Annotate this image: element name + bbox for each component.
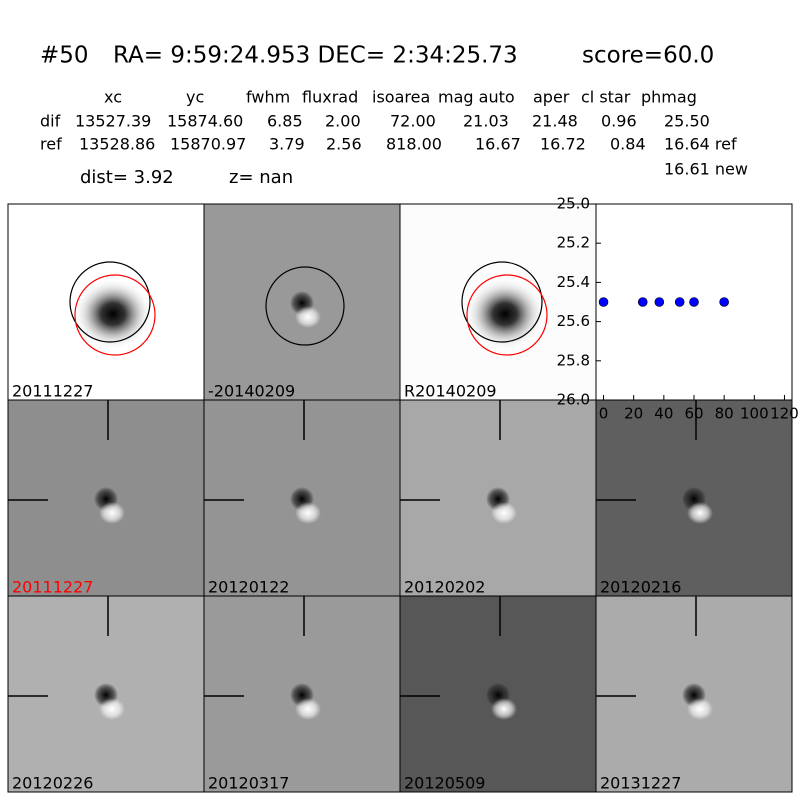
- column-header: mag auto: [438, 88, 515, 107]
- panel-label: 20120226: [12, 774, 93, 793]
- table-cell: 21.03: [463, 112, 509, 131]
- column-header: yc: [186, 88, 204, 107]
- table-cell: 0.84: [610, 135, 646, 154]
- panel-label: 20111227: [12, 382, 93, 401]
- table-cell: ref: [40, 135, 62, 154]
- residual-light: [99, 698, 125, 720]
- table-cell: 0.96: [601, 112, 637, 131]
- x-tick-label: 40: [654, 405, 673, 423]
- aperture-ref: [466, 274, 548, 356]
- column-header: isoarea: [372, 88, 430, 107]
- column-header: aper: [533, 88, 570, 107]
- x-tick-label: 100: [740, 405, 769, 423]
- point: [654, 297, 665, 307]
- distance: dist= 3.92: [80, 167, 174, 188]
- residual-light: [295, 502, 321, 524]
- table-cell: 16.72: [540, 135, 586, 154]
- x-tick-label: 0: [599, 405, 609, 423]
- y-tick-label: 25.4: [557, 273, 590, 291]
- column-header: phmag: [641, 88, 697, 107]
- column-header: fwhm: [246, 88, 290, 107]
- x-tick-label: 20: [624, 405, 643, 423]
- aperture: [461, 261, 543, 343]
- panel-label: 20131227: [600, 774, 681, 793]
- panel-label: 20120122: [208, 578, 289, 597]
- source: [73, 278, 153, 350]
- y-tick-label: 25.2: [557, 234, 590, 252]
- residual-light: [295, 306, 321, 328]
- residual-light: [491, 698, 517, 720]
- panel-label: 20111227: [12, 578, 93, 597]
- aperture-ref: [74, 274, 156, 356]
- table-cell: dif: [40, 112, 61, 131]
- panel-label: 20120317: [208, 774, 289, 793]
- panel-label: 20120509: [404, 774, 485, 793]
- source: [465, 278, 545, 350]
- panel-label: R20140209: [404, 382, 497, 401]
- table-cell: 21.48: [532, 112, 578, 131]
- redshift: z= nan: [229, 167, 293, 188]
- point: [719, 297, 729, 307]
- x-tick-label: 120: [770, 405, 799, 423]
- candidate-id: #50: [40, 43, 89, 69]
- point: [598, 297, 609, 307]
- table-cell: 3.79: [269, 135, 305, 154]
- aperture: [69, 261, 151, 343]
- y-tick-label: 26.0: [557, 391, 590, 409]
- table-cell: 13527.39: [75, 112, 151, 131]
- point: [689, 297, 699, 307]
- table-cell: 16.67: [475, 135, 521, 154]
- coordinates: RA= 9:59:24.953 DEC= 2:34:25.73: [113, 43, 518, 69]
- table-cell: 25.50: [664, 112, 710, 131]
- residual-light: [295, 698, 321, 720]
- column-header: cl star: [581, 88, 631, 107]
- table-cell: 6.85: [267, 112, 303, 131]
- table-cell: 818.00: [386, 135, 442, 154]
- residual-light: [99, 502, 125, 524]
- point: [674, 297, 685, 307]
- score: score=60.0: [582, 43, 714, 69]
- residual-light: [687, 502, 713, 524]
- x-tick-label: 80: [715, 405, 734, 423]
- y-tick-label: 25.0: [557, 195, 590, 213]
- table-cell: 15874.60: [167, 112, 243, 131]
- x-tick-label: 60: [684, 405, 703, 423]
- panel-label: 20120216: [600, 578, 681, 597]
- aperture: [265, 266, 345, 346]
- extra-mag: 16.61 new: [664, 160, 748, 179]
- residual-light: [491, 502, 517, 524]
- y-tick-label: 25.6: [557, 312, 590, 330]
- column-header: fluxrad: [302, 88, 358, 107]
- residual-light: [687, 698, 713, 720]
- table-cell: 2.00: [325, 112, 361, 131]
- table-cell: 2.56: [326, 135, 362, 154]
- y-tick-label: 25.8: [557, 351, 590, 369]
- panel-label: 20120202: [404, 578, 485, 597]
- panel-label: -20140209: [208, 382, 295, 401]
- column-header: xc: [104, 88, 122, 107]
- table-cell: 72.00: [390, 112, 436, 131]
- table-cell: 16.64 ref: [664, 135, 737, 154]
- point: [637, 297, 648, 307]
- table-cell: 15870.97: [170, 135, 246, 154]
- table-cell: 13528.86: [79, 135, 155, 154]
